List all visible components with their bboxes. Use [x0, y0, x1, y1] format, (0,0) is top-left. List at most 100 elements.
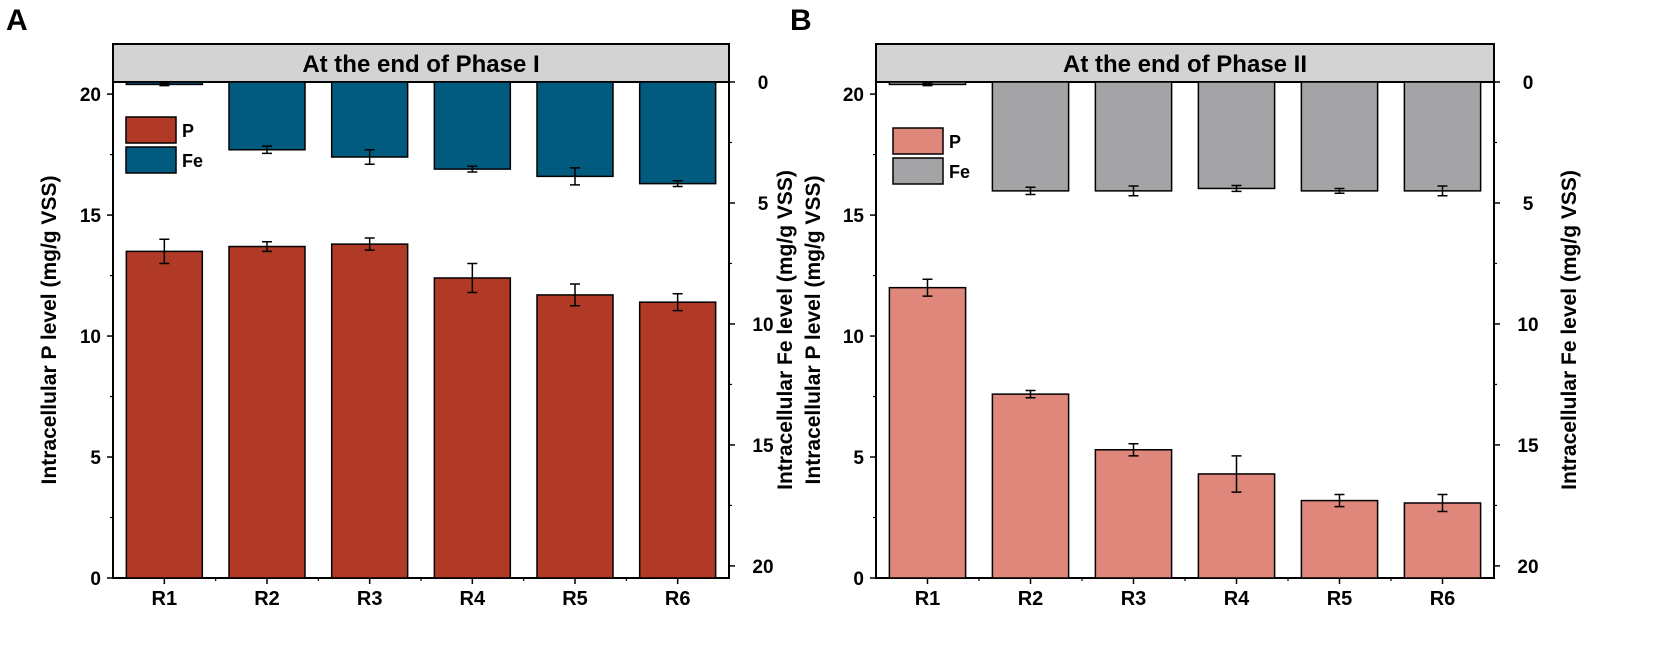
right-y-tick-label: 5 [1523, 194, 1534, 215]
right-y-tick-label: 20 [1517, 557, 1538, 578]
x-tick-label: R3 [357, 588, 383, 610]
p-error-bar-r6 [1437, 493, 1448, 513]
fe-error-bar-r3 [364, 148, 375, 166]
fe-bars [125, 81, 717, 188]
legend-label-p: P [182, 121, 194, 141]
fe-bar-r4 [1197, 81, 1276, 190]
x-tick-label: R4 [460, 588, 486, 610]
right-axis-label: Intracellular Fe level (mg/g VSS) [774, 170, 797, 490]
legend: P Fe [125, 116, 203, 174]
x-tick-label: R2 [254, 588, 280, 610]
p-bars [888, 278, 1482, 579]
left-y-tick-label: 20 [80, 85, 101, 106]
panel-b: B At the end of Phase II R1 R2 R3 R4 R5 R6 0 5 1… [790, 4, 1581, 610]
panel-banner: At the end of Phase II [1063, 51, 1307, 78]
p-error-bar-r6 [672, 292, 683, 312]
fe-error-bar-r1 [159, 82, 170, 87]
legend-swatch-p [125, 116, 177, 144]
fe-error-bar-r6 [1437, 185, 1448, 197]
panel-a: A At the end of Phase I R1 R2 R3 R4 R5 R6 0 5 10… [6, 4, 797, 610]
fe-bars [888, 81, 1482, 197]
x-tick-label: R5 [1327, 588, 1353, 610]
right-y-tick-label: 10 [1517, 315, 1538, 336]
right-axis-label: Intracellular Fe level (mg/g VSS) [1558, 170, 1581, 490]
axes: R1 R2 R3 R4 R5 R6 0 5 10 15 20 0 5 10 15 20 [843, 73, 1539, 610]
left-axis-label: Intracellular P level (mg/g VSS) [802, 176, 825, 485]
left-y-tick-label: 5 [90, 448, 101, 469]
p-error-bar-r4 [1231, 455, 1242, 493]
x-tick-label: R1 [915, 588, 941, 610]
fe-error-bar-r2 [1025, 186, 1036, 196]
p-bar-r1 [888, 286, 967, 579]
legend-label-fe: Fe [949, 162, 970, 182]
fe-bar-r5 [536, 81, 614, 178]
right-y-tick-label: 0 [1523, 73, 1534, 94]
fe-error-bar-r5 [1334, 187, 1345, 195]
fe-error-bar-r4 [1231, 184, 1242, 193]
fe-error-bar-r6 [672, 179, 683, 188]
fe-bar-r2 [228, 81, 306, 151]
x-tick-label: R4 [1224, 588, 1250, 610]
p-error-bar-r1 [159, 238, 170, 265]
p-error-bar-r1 [922, 278, 933, 297]
p-bar-r4 [433, 277, 512, 579]
p-error-bar-r4 [467, 262, 478, 294]
left-axis-label: Intracellular P level (mg/g VSS) [38, 176, 61, 485]
axes: R1 R2 R3 R4 R5 R6 0 5 10 15 20 0 5 10 15 20 [80, 73, 774, 610]
fe-bar-r6 [1403, 81, 1482, 192]
x-tick-label: R3 [1121, 588, 1147, 610]
p-error-bar-r2 [1025, 389, 1036, 399]
legend-swatch-p [892, 127, 944, 155]
left-y-tick-label: 0 [90, 569, 101, 590]
left-y-tick-label: 5 [853, 448, 864, 469]
legend-label-p: P [949, 132, 961, 152]
fe-bar-r4 [433, 81, 512, 170]
p-error-bar-r3 [364, 237, 375, 251]
p-bar-r6 [638, 301, 717, 579]
x-tick-label: R2 [1018, 588, 1044, 610]
fe-error-bar-r4 [467, 165, 478, 173]
fe-bar-r3 [330, 81, 409, 158]
x-tick-label: R6 [665, 588, 691, 610]
left-y-tick-label: 10 [843, 327, 864, 348]
p-bar-r6 [1403, 502, 1482, 579]
p-bars [125, 237, 717, 579]
legend: P Fe [892, 127, 970, 185]
p-bar-r1 [125, 250, 204, 579]
p-bar-r5 [1300, 499, 1379, 579]
x-tick-label: R5 [562, 588, 588, 610]
left-y-tick-label: 0 [853, 569, 864, 590]
right-y-tick-label: 10 [752, 315, 773, 336]
legend-swatch-fe [125, 146, 177, 174]
p-bar-r3 [1094, 449, 1173, 579]
left-y-tick-label: 10 [80, 327, 101, 348]
panel-letter: B [790, 4, 812, 37]
p-bar-r2 [228, 245, 306, 579]
right-y-tick-label: 5 [758, 194, 769, 215]
banner-background [112, 43, 730, 83]
fe-bar-r2 [991, 81, 1070, 192]
banner-background [875, 43, 1495, 83]
plot-frame [875, 81, 1495, 579]
p-bar-r2 [991, 393, 1070, 579]
right-y-tick-label: 15 [752, 436, 774, 457]
fe-error-bar-r5 [570, 167, 580, 186]
fe-error-bar-r3 [1128, 185, 1139, 197]
fe-bar-r6 [638, 81, 717, 185]
p-error-bar-r5 [570, 283, 580, 307]
fe-error-bar-r2 [262, 145, 272, 155]
right-y-tick-label: 0 [758, 73, 769, 94]
right-y-tick-label: 15 [1517, 436, 1539, 457]
p-bar-r5 [536, 294, 614, 579]
x-tick-label: R1 [152, 588, 178, 610]
fe-error-bar-r1 [922, 82, 933, 87]
left-y-tick-label: 20 [843, 85, 864, 106]
p-error-bar-r3 [1128, 442, 1139, 457]
left-y-tick-label: 15 [843, 206, 865, 227]
left-y-tick-label: 15 [80, 206, 102, 227]
plot-frame [112, 81, 730, 579]
p-error-bar-r5 [1334, 493, 1345, 508]
panel-letter: A [6, 4, 28, 37]
legend-label-fe: Fe [182, 151, 203, 171]
